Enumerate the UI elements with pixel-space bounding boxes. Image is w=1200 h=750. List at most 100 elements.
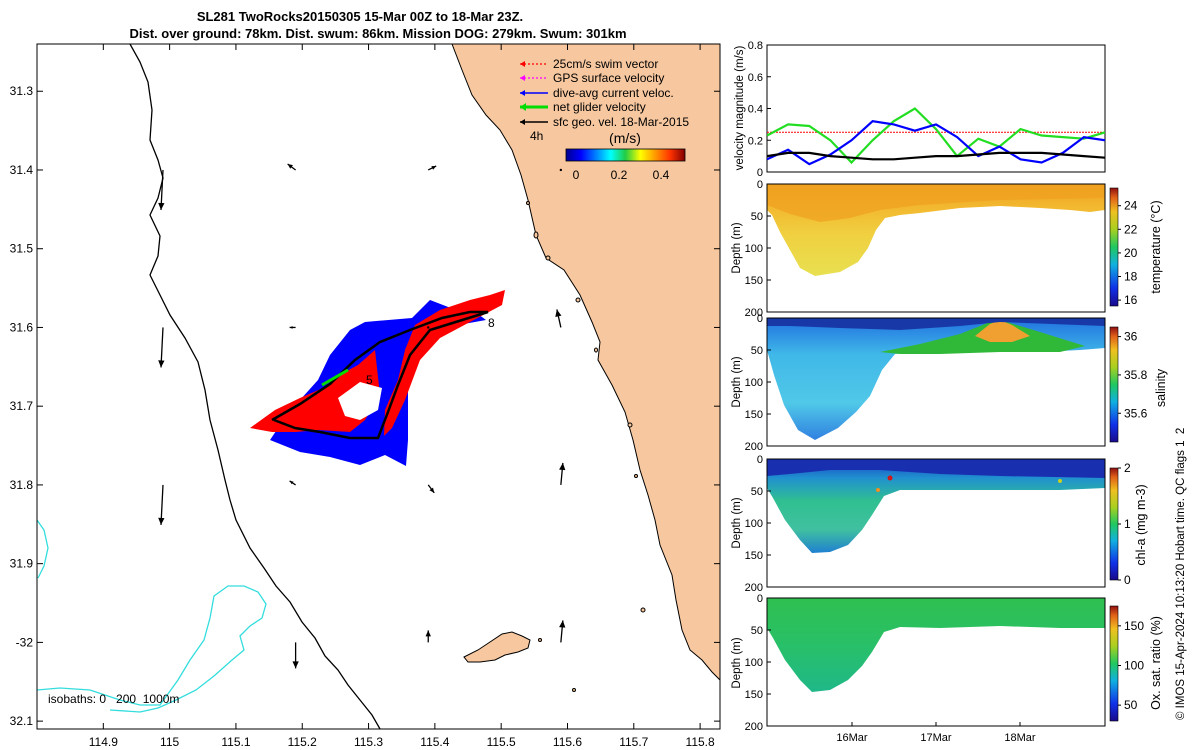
temperature-cb-label: temperature (°C) (1149, 200, 1163, 293)
colorbar-title: (m/s) (609, 130, 641, 146)
salinity-colorbar (1109, 326, 1119, 443)
chl-hotspot-2 (876, 488, 880, 492)
temperature-colorbar (1109, 187, 1119, 307)
map-x-tick-label: 115.2 (288, 735, 317, 749)
salinity-y-ticks: 0 50 100 150 200 (745, 313, 771, 453)
geo-vector-head (431, 165, 437, 170)
chl-colorbar (1109, 467, 1119, 581)
salinity-panel: 0 50 100 150 200 Depth (m) 35.6 35.8 36 salini… (731, 313, 1168, 453)
map-x-tick-label: 115.1 (221, 735, 250, 749)
colorbar-tick-0: 0 (573, 168, 580, 182)
geo-vector-dot (427, 326, 430, 329)
isobath-1000m-a (37, 519, 49, 579)
geo-vector-head (559, 462, 566, 471)
map-x-tick-label: 114.9 (89, 735, 118, 749)
legend-item-dive: dive-avg current veloc. (520, 86, 674, 100)
date-tick-label: 16Mar (836, 732, 868, 744)
chl-colorbar-ticks: 0 1 2 (1118, 461, 1131, 587)
depth-y-tick-label: 100 (745, 657, 763, 669)
map-y-tick-label: -32 (16, 635, 34, 649)
depth-y-tick-label: 150 (745, 550, 763, 562)
legend-dive-label: dive-avg current veloc. (553, 86, 674, 100)
depth-y-tick-label: 0 (757, 454, 763, 466)
map-x-tick-label: 115.8 (686, 735, 715, 749)
isobaths-label: isobaths: 0 200 1000m (48, 692, 179, 706)
oxygen-panel: 0 50 100 150 200 16Mar 17Mar 18Mar Depth (m) 5… (731, 593, 1163, 744)
map-y-tick-label: 32.1 (10, 714, 34, 728)
chl-field (767, 459, 1105, 553)
depth-y-tick-label: 100 (745, 377, 763, 389)
map-y-tick-label: 31.9 (10, 557, 34, 571)
legend-gps-label: GPS surface velocity (553, 71, 664, 85)
depth-y-tick-label: 150 (745, 409, 763, 421)
oxygen-colorbar (1109, 605, 1119, 722)
legend-item-net: net glider velocity (520, 100, 646, 114)
depth-y-tick-label: 50 (751, 486, 763, 498)
geo-vector-dot (559, 168, 563, 172)
track-label-5: 5 (366, 373, 373, 387)
map-island (463, 631, 531, 663)
track-red-swath-north (384, 290, 505, 436)
velocity-y-ticks: 0 0.2 0.4 0.6 0.8 (748, 40, 771, 179)
legend-item-gps: GPS surface velocity (520, 71, 664, 85)
temperature-colorbar-ticks: 16 18 20 22 24 (1118, 199, 1138, 307)
colorbar-tick-label: 22 (1124, 222, 1138, 236)
velocity-ylabel: velocity magnitude (m/s) (734, 46, 746, 171)
chl-y-ticks: 0 50 100 150 200 (745, 454, 771, 594)
velocity-line-dive-avg-current (767, 120, 1105, 166)
geo-vector-head (292, 661, 299, 669)
colorbar-tick-1: 0.2 (611, 168, 628, 182)
colorbar-tick-label: 2 (1124, 461, 1131, 475)
salinity-colorbar-ticks: 35.6 35.8 36 (1118, 330, 1148, 420)
title-line-1: SL281 TwoRocks20150305 15-Mar 00Z to 18-… (197, 9, 523, 24)
map-islets (526, 201, 646, 692)
colorbar-tick-label: 50 (1124, 698, 1138, 712)
legend-swim-label: 25cm/s swim vector (553, 57, 658, 71)
depth-y-tick-label: 0 (757, 593, 763, 605)
colorbar-tick-label: 35.6 (1124, 406, 1148, 420)
depth-y-tick-label: 200 (745, 307, 763, 319)
map-x-tick-label: 115.7 (619, 735, 648, 749)
oxygen-field (767, 598, 1105, 692)
legend-net-label: net glider velocity (553, 100, 646, 114)
colorbar-tick-label: 0 (1124, 573, 1131, 587)
depth-y-tick-label: 200 (745, 441, 763, 453)
map-panel: 4h 5 8 114.9 115 115.1 115.2 115.3 115.4 115.5… (10, 43, 721, 749)
depth-y-tick-label: 50 (751, 345, 763, 357)
depth-y-tick-label: 100 (745, 243, 763, 255)
velocity-series (767, 107, 1105, 166)
velocity-y-tick-label: 0 (757, 167, 763, 179)
geo-vector-head (158, 202, 165, 210)
chl-surface-band (767, 459, 1105, 478)
colorbar-tick-label: 150 (1124, 619, 1144, 633)
legend-item-swim: 25cm/s swim vector (520, 57, 658, 71)
chl-ylabel: Depth (m) (731, 497, 743, 548)
geo-vector-head (289, 480, 294, 485)
map-legend: 25cm/s swim vector GPS surface velocity … (520, 57, 689, 182)
track-centerline (271, 310, 489, 440)
colorbar-tick-label: 1 (1124, 517, 1131, 531)
isobath-200m (129, 44, 381, 729)
colorbar-tick-label: 20 (1124, 246, 1138, 260)
salinity-peak (975, 320, 1030, 342)
map-y-ticks: 31.3 31.4 31.5 31.6 31.7 31.8 31.9 -32 32.1 (10, 84, 720, 728)
colorbar-tick-label: 18 (1124, 270, 1138, 284)
depth-y-tick-label: 200 (745, 582, 763, 594)
depth-y-tick-label: 100 (745, 518, 763, 530)
velocity-y-tick-label: 0.6 (748, 72, 763, 84)
oxygen-cb-label: Ox. sat. ratio (%) (1149, 616, 1163, 710)
map-frame (36, 43, 721, 730)
oxygen-y-ticks: 0 50 100 150 200 (745, 593, 771, 733)
velocity-line-sfc-geo-vel- (767, 151, 1105, 161)
geo-vector-head (287, 163, 293, 169)
depth-y-tick-label: 150 (745, 275, 763, 287)
date-tick-label: 17Mar (920, 732, 952, 744)
legend-item-sfc: sfc geo. vel. 18-Mar-2015 (520, 115, 689, 129)
velocity-y-tick-label: 0.4 (748, 104, 763, 116)
colorbar-tick-label: 35.8 (1124, 368, 1148, 382)
oxygen-ylabel: Depth (m) (731, 637, 743, 688)
depth-y-tick-label: 0 (757, 179, 763, 191)
map-land (451, 44, 720, 681)
velocity-y-tick-label: 0.2 (748, 135, 763, 147)
colorbar-tick-2: 0.4 (653, 168, 670, 182)
